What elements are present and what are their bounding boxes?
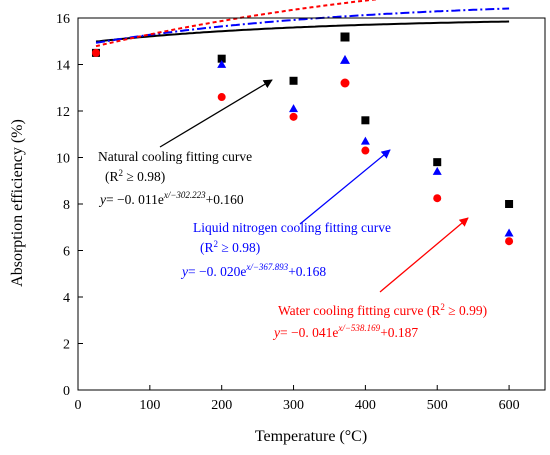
fit-r2-exponent: 2 <box>440 302 445 312</box>
data-point <box>432 166 442 175</box>
fit-equation: y= −0. 020ex/−367.893+0.168 <box>180 262 326 279</box>
data-point <box>504 228 514 237</box>
y-tick-label: 8 <box>63 198 70 213</box>
fit-curve <box>95 0 379 48</box>
fit-equation: y= −0. 011ex/−302.223+0.160 <box>98 190 244 207</box>
annotation-arrow <box>379 217 469 293</box>
x-tick-label: 100 <box>139 398 160 413</box>
y-tick-label: 2 <box>63 338 70 353</box>
data-point <box>360 136 370 145</box>
fit-label: Liquid nitrogen cooling fitting curve <box>193 220 391 235</box>
fit-label: Natural cooling fitting curve <box>98 149 252 164</box>
fit-eq-const: +0.168 <box>288 264 326 279</box>
fit-annotations: Natural cooling fitting curve(R2 ≥ 0.98)… <box>98 79 487 340</box>
fit-eq-y: y <box>272 325 280 340</box>
data-point <box>217 93 226 102</box>
fit-label-name: Water cooling fitting curve <box>278 303 427 318</box>
fit-eq-const: +0.187 <box>380 325 418 340</box>
fit-r2-open: (R <box>200 240 214 255</box>
fit-label-name: Natural cooling fitting curve <box>98 149 252 164</box>
y-tick-label: 12 <box>56 105 70 120</box>
y-tick-label: 16 <box>56 12 70 27</box>
x-axis-title: Temperature (°C) <box>255 428 367 445</box>
data-point <box>433 158 442 167</box>
fit-r2: (R2 ≥ 0.98) <box>200 239 260 255</box>
legend-marker <box>340 32 350 42</box>
fitting-curves <box>95 0 510 48</box>
x-tick-label: 0 <box>75 398 82 413</box>
data-point <box>361 116 370 125</box>
y-axis-title: Absorption efficiency (%) <box>9 119 26 287</box>
axis-ticks: 0 100 200 300 400 500 600 0 2 4 6 8 10 12 14 16 <box>56 12 520 413</box>
data-point <box>505 200 514 208</box>
fit-r2-exponent: 2 <box>119 168 124 178</box>
fit-eq-y: y <box>180 264 188 279</box>
fit-r2-value: ≥ 0.99) <box>445 303 487 318</box>
fit-equation: y= −0. 041ex/−538.169+0.187 <box>272 323 418 340</box>
annotation-arrow <box>159 79 273 148</box>
data-point <box>289 104 299 113</box>
fit-r2-value: ≥ 0.98) <box>123 169 165 184</box>
data-markers <box>91 48 514 246</box>
fit-r2: (R2 ≥ 0.98) <box>105 168 165 184</box>
fit-eq-y: y <box>98 192 106 207</box>
fit-eq-exponent: x/−302.223 <box>163 190 206 200</box>
data-point <box>217 54 226 63</box>
fit-eq-exponent: x/−538.169 <box>337 323 380 333</box>
y-tick-label: 4 <box>63 291 70 306</box>
y-tick-label: 14 <box>56 59 70 74</box>
x-tick-label: 600 <box>499 398 520 413</box>
y-tick-label: 0 <box>63 384 70 399</box>
data-point <box>289 112 298 121</box>
fit-label-name: Liquid nitrogen cooling fitting curve <box>193 220 391 235</box>
fit-r2-exponent: 2 <box>214 239 219 249</box>
y-tick-label: 10 <box>56 152 70 167</box>
annotation-arrow <box>299 149 391 225</box>
legend-marker <box>340 78 350 88</box>
x-tick-label: 500 <box>427 398 448 413</box>
fit-eq-coef: = −0. 041e <box>280 325 338 340</box>
fit-eq-coef: = −0. 011e <box>106 192 164 207</box>
fit-eq-const: +0.160 <box>206 192 244 207</box>
y-tick-label: 6 <box>63 245 70 260</box>
data-point <box>361 146 370 155</box>
x-tick-label: 200 <box>211 398 232 413</box>
fit-curve <box>95 7 510 44</box>
legend-marker <box>340 54 350 64</box>
legend <box>340 32 350 88</box>
data-point <box>217 59 227 68</box>
fit-curve <box>95 20 510 43</box>
data-point <box>433 194 442 203</box>
fit-r2-open: (R <box>105 169 119 184</box>
fit-r2-value: ≥ 0.98) <box>218 240 260 255</box>
data-point <box>289 76 298 85</box>
fit-r2-open: (R <box>427 303 441 318</box>
data-point <box>505 237 514 246</box>
data-point <box>91 48 100 57</box>
fit-label: Water cooling fitting curve (R2 ≥ 0.99) <box>278 302 487 318</box>
fit-eq-exponent: x/−367.893 <box>245 262 288 272</box>
x-tick-label: 400 <box>355 398 376 413</box>
fit-eq-coef: = −0. 020e <box>188 264 246 279</box>
x-tick-label: 300 <box>283 398 304 413</box>
